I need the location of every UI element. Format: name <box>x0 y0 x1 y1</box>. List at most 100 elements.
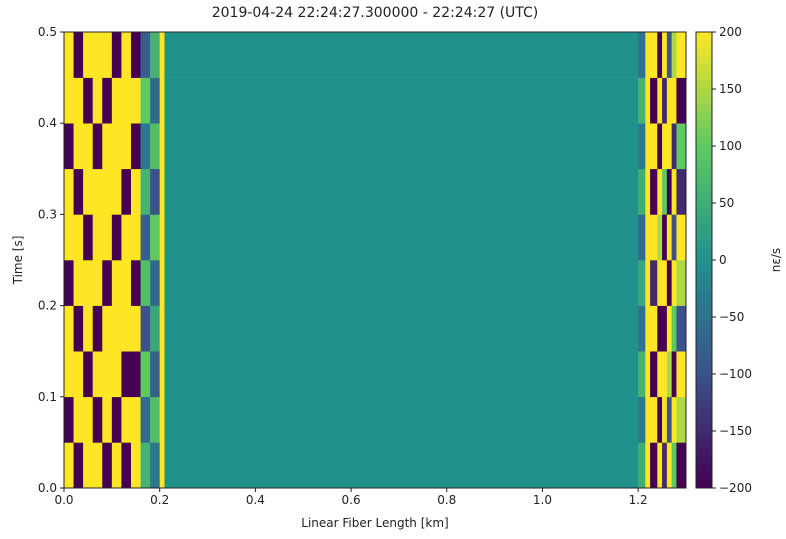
heatmap-cell <box>159 351 165 398</box>
heatmap-cell <box>102 123 113 170</box>
heatmap-cell <box>638 351 646 398</box>
heatmap-cell <box>662 123 668 170</box>
heatmap-cell <box>662 214 668 261</box>
colorbar-tick-label: 0 <box>719 253 727 267</box>
heatmap-cell <box>92 442 103 489</box>
heatmap-cell <box>111 77 122 124</box>
heatmap-cell <box>662 168 668 215</box>
heatmap-cell <box>645 214 651 261</box>
heatmap-cell <box>130 123 141 170</box>
heatmap-cell <box>102 351 113 398</box>
heatmap-cell <box>121 214 132 261</box>
heatmap-cell <box>140 123 151 170</box>
x-tick-label: 0.2 <box>150 493 169 507</box>
heatmap-cell <box>666 351 672 398</box>
heatmap-cell <box>662 351 668 398</box>
heatmap-cell <box>140 351 151 398</box>
colorbar-tick-label: 50 <box>719 196 734 210</box>
heatmap-cell <box>662 260 668 306</box>
heatmap-cell <box>676 77 687 124</box>
heatmap-cell <box>121 77 132 124</box>
heatmap-cell <box>130 168 141 215</box>
heatmap-cell <box>638 214 646 261</box>
colorbar-tick-label: −50 <box>719 310 744 324</box>
heatmap-cell <box>164 396 639 443</box>
heatmap-cell <box>666 32 672 78</box>
heatmap-cell <box>140 32 151 78</box>
heatmap-cell <box>102 260 113 306</box>
heatmap-cell <box>650 305 658 352</box>
heatmap-cell <box>150 77 160 124</box>
heatmap-cell <box>83 32 94 78</box>
heatmap-cell <box>650 442 658 489</box>
heatmap-cell <box>164 260 639 306</box>
heatmap-cell <box>650 214 658 261</box>
heatmap-cell <box>83 77 94 124</box>
heatmap-cell <box>650 260 658 306</box>
heatmap-cell <box>92 214 103 261</box>
heatmap-cell <box>121 32 132 78</box>
heatmap-cell <box>92 260 103 306</box>
heatmap-cell <box>657 123 663 170</box>
heatmap-cell <box>638 396 646 443</box>
heatmap-cell <box>657 168 663 215</box>
chart-title: 2019-04-24 22:24:27.300000 - 22:24:27 (U… <box>212 5 539 21</box>
heatmap-cell <box>130 214 141 261</box>
heatmap-cell <box>150 305 160 352</box>
heatmap-cell <box>164 32 639 78</box>
heatmap-cell <box>645 442 651 489</box>
heatmap-cell <box>662 442 668 489</box>
heatmap-cell <box>73 123 84 170</box>
heatmap-cell <box>140 396 151 443</box>
heatmap-cell <box>111 123 122 170</box>
heatmap-cell <box>671 396 677 443</box>
heatmap-cell <box>150 214 160 261</box>
x-tick-label: 0.4 <box>246 493 265 507</box>
heatmap-cell <box>83 260 94 306</box>
heatmap-cell <box>645 168 651 215</box>
heatmap-cell <box>102 32 113 78</box>
colorbar <box>695 31 713 489</box>
heatmap-cell <box>102 305 113 352</box>
heatmap-cell <box>159 305 165 352</box>
heatmap-cell <box>130 351 141 398</box>
heatmap-cell <box>102 214 113 261</box>
heatmap-cell <box>140 305 151 352</box>
x-tick-label: 1.2 <box>629 493 648 507</box>
y-tick-label: 0.5 <box>38 25 57 39</box>
heatmap-cell <box>638 260 646 306</box>
heatmap-cell <box>650 77 658 124</box>
heatmap-cell <box>650 168 658 215</box>
heatmap-cell <box>140 77 151 124</box>
colorbar-tick-label: −150 <box>719 424 752 438</box>
colorbar-label: nε/s <box>769 248 783 272</box>
heatmap-cell <box>666 123 672 170</box>
heatmap-cell <box>666 442 672 489</box>
heatmap-cell <box>159 442 165 489</box>
heatmap-cell <box>130 442 141 489</box>
y-tick-label: 0.2 <box>38 299 57 313</box>
heatmap-cell <box>111 442 122 489</box>
heatmap-cell <box>676 123 687 170</box>
heatmap-cell <box>102 168 113 215</box>
y-axis-label: Time [s] <box>11 236 25 286</box>
heatmap-cell <box>676 442 687 489</box>
heatmap-cell <box>64 305 74 352</box>
heatmap-cell <box>650 351 658 398</box>
heatmap-cell <box>164 305 639 352</box>
heatmap-cell <box>73 305 84 352</box>
heatmap-cell <box>671 351 677 398</box>
heatmap-cell <box>645 351 651 398</box>
heatmap-cell <box>64 77 74 124</box>
heatmap-cell <box>92 77 103 124</box>
heatmap-cell <box>676 305 687 352</box>
heatmap-cell <box>671 260 677 306</box>
heatmap-cell <box>676 214 687 261</box>
heatmap-cell <box>159 77 165 124</box>
heatmap-cell <box>638 305 646 352</box>
heatmap-cell <box>73 396 84 443</box>
heatmap-cell <box>73 168 84 215</box>
heatmap-cell <box>676 168 687 215</box>
heatmap-cell <box>645 123 651 170</box>
heatmap-cell <box>121 168 132 215</box>
